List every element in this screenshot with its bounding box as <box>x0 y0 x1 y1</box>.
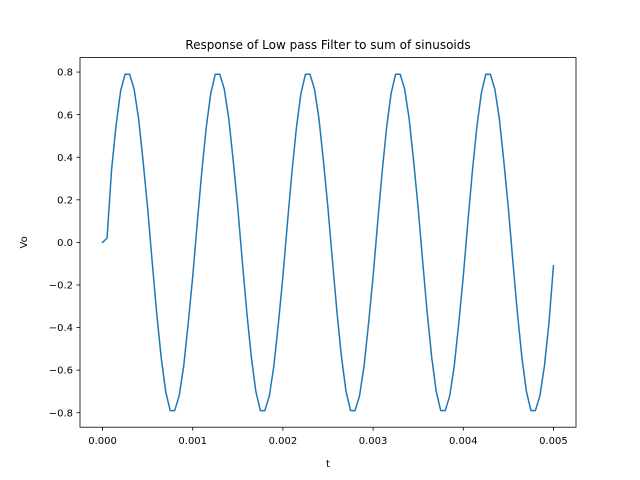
y-tick-label: −0.2 <box>49 281 73 292</box>
y-tick-label: 0.8 <box>57 68 73 79</box>
x-tick-label: 0.003 <box>359 436 388 447</box>
y-tick-label: 0.4 <box>57 153 73 164</box>
y-axis-ticks: −0.8 −0.6 −0.4 −0.2 0.0 0.2 0.4 0.6 0.8 <box>49 68 80 419</box>
chart-title: Response of Low pass Filter to sum of si… <box>185 38 470 52</box>
y-tick-label: −0.4 <box>49 323 73 334</box>
series-line <box>101 73 555 412</box>
y-tick-label: −0.6 <box>49 366 73 377</box>
x-axis-ticks: 0.000 0.001 0.002 0.003 0.004 0.005 <box>88 427 568 447</box>
y-tick-label: 0.2 <box>57 195 73 206</box>
x-tick-label: 0.000 <box>88 436 117 447</box>
x-tick-label: 0.005 <box>539 436 568 447</box>
x-tick-label: 0.002 <box>269 436 298 447</box>
y-tick-label: −0.8 <box>49 408 73 419</box>
x-tick-label: 0.004 <box>449 436 478 447</box>
y-tick-label: 0.6 <box>57 110 73 121</box>
y-axis-label: Vo <box>19 236 30 248</box>
y-tick-label: 0.0 <box>57 238 73 249</box>
plot-area <box>101 73 555 412</box>
x-tick-label: 0.001 <box>178 436 207 447</box>
x-axis-label: t <box>326 459 330 470</box>
